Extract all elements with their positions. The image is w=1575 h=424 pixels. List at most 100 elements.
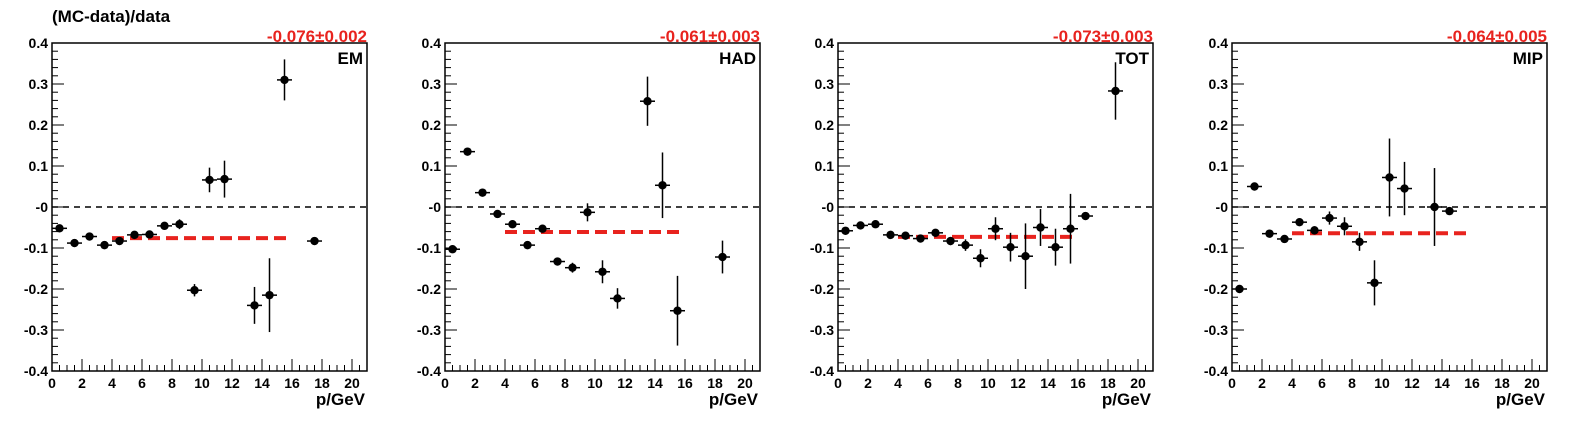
panel-1-data-point: [55, 224, 64, 233]
panel-2-data-point: [538, 224, 547, 233]
panel-3-x-tick-label: 0: [834, 375, 842, 391]
panel-3-y-tick-label: 0.2: [815, 117, 835, 133]
panel-3-x-tick-label: 12: [1010, 375, 1026, 391]
panel-3-data-point: [1036, 223, 1045, 232]
panel-4-data-point: [1370, 278, 1379, 288]
panel-4-x-tick-label: 4: [1288, 375, 1296, 391]
panel-2-data-point: [598, 267, 607, 276]
panel-4-x-tick-label: 6: [1318, 375, 1326, 391]
panel-1-data-point: [190, 286, 199, 295]
panel-2-x-tick-label: 16: [677, 375, 693, 391]
panel-3-fit-label: -0.073±0.003: [1053, 27, 1153, 46]
panel-3-y-tick-label: 0.3: [815, 76, 835, 92]
panel-3-y-tick-label: -0.4: [810, 363, 834, 379]
panel-1-y-tick-label: 0.3: [29, 76, 49, 92]
panel-3-x-tick-label: 4: [894, 375, 902, 391]
panel-4-data-point: [1265, 229, 1274, 238]
panel-1-data-point: [220, 174, 229, 184]
panel-2-data-point: [568, 263, 577, 272]
panel-4-data-point: [1430, 202, 1439, 212]
panel-1-x-tick-label: 20: [344, 375, 360, 391]
panel-2-x-tick-label: 18: [707, 375, 723, 391]
panel-2-x-axis-label: p/GeV: [709, 390, 759, 409]
panel-3-x-tick-label: 16: [1070, 375, 1086, 391]
panel-3-y-tick-label: -0.2: [810, 281, 834, 297]
panel-3-x-axis-label: p/GeV: [1102, 390, 1152, 409]
panel-1-x-tick-label: 4: [108, 375, 116, 391]
panel-2-y-tick-label: -0.1: [417, 240, 441, 256]
panel-3-data-point: [886, 230, 895, 240]
panel-3-x-tick-label: 10: [980, 375, 996, 391]
panel-4-data-point: [1385, 173, 1394, 182]
panel-3-data-point: [871, 220, 880, 229]
panel-3-y-tick-label: -0.1: [810, 240, 834, 256]
panel-4-y-tick-label: -0.1: [1204, 240, 1228, 256]
panel-1-data-point: [265, 290, 274, 300]
panel-2-data-point: [463, 147, 472, 156]
panel-3-data-point: [916, 234, 925, 243]
panel-1-x-tick-label: 10: [194, 375, 210, 391]
panel-2-x-tick-label: 4: [501, 375, 509, 391]
panel-1-data-point: [100, 240, 109, 250]
panel-3-x-tick-label: 2: [864, 375, 872, 391]
panel-1-x-tick-label: 8: [168, 375, 176, 391]
panel-4-panel-label: MIP: [1513, 49, 1543, 68]
panel-2-data-point: [658, 181, 667, 190]
panel-2-x-tick-label: 0: [441, 375, 449, 391]
panel-4-data-point: [1250, 182, 1259, 191]
panel-2-x-tick-label: 10: [587, 375, 603, 391]
panel-3-data-point: [1066, 224, 1075, 233]
panel-1-y-tick-label: -0.4: [24, 363, 48, 379]
panel-2-x-tick-label: 8: [561, 375, 569, 391]
panel-4-data-point: [1325, 213, 1334, 223]
panel-1-data-point: [115, 236, 124, 246]
panel-2-y-tick-label: -0.4: [417, 363, 441, 379]
panel-4-y-tick-label: 0.1: [1209, 158, 1229, 174]
panel-4-x-tick-label: 12: [1404, 375, 1420, 391]
panel-1-data-point: [130, 230, 139, 240]
panel-2-data-point: [718, 252, 727, 262]
panel-1-y-tick-label: -0.3: [24, 322, 48, 338]
panel-4-y-tick-label: -0.3: [1204, 322, 1228, 338]
panel-1-y-tick-label: 0.2: [29, 117, 49, 133]
panel-4-data-point: [1445, 206, 1454, 216]
panel-2-data-point: [553, 257, 562, 266]
panel-1-x-tick-label: 12: [224, 375, 240, 391]
panel-3-data-point: [1021, 252, 1030, 261]
panel-4-x-tick-label: 20: [1524, 375, 1540, 391]
panel-4-x-tick-label: 8: [1348, 375, 1356, 391]
panel-4-x-tick-label: 14: [1434, 375, 1450, 391]
panel-3-data-point: [1006, 242, 1015, 252]
panel-2-data-point: [508, 220, 517, 229]
panel-4-y-tick-label: -0: [1216, 199, 1229, 215]
panel-1-y-tick-label: -0.2: [24, 281, 48, 297]
panel-2-y-tick-label: 0.3: [422, 76, 442, 92]
panel-1-data-point: [70, 238, 79, 248]
panel-4-data-point: [1295, 217, 1304, 227]
panel-4-x-tick-label: 18: [1494, 375, 1510, 391]
panel-3-x-tick-label: 14: [1040, 375, 1056, 391]
panel-4-y-tick-label: -0.4: [1204, 363, 1228, 379]
panel-1-y-tick-label: -0: [36, 199, 49, 215]
panel-4-data-point: [1355, 237, 1364, 247]
panel-2-data-point: [493, 209, 502, 219]
panel-1-data-point: [85, 232, 94, 241]
panel-2-data-point: [673, 306, 682, 315]
panel-4-fit-label: -0.064±0.005: [1447, 27, 1547, 46]
panel-3-x-tick-label: 6: [924, 375, 932, 391]
panel-3-x-tick-label: 20: [1130, 375, 1146, 391]
panel-2-data-point: [448, 245, 457, 254]
panel-1-y-tick-label: 0.1: [29, 158, 49, 174]
panel-1-x-tick-label: 16: [284, 375, 300, 391]
panel-1-y-tick-label: 0.4: [29, 35, 49, 51]
panel-2-data-point: [478, 188, 487, 197]
panel-3-x-tick-label: 18: [1100, 375, 1116, 391]
panel-1-data-point: [250, 301, 259, 310]
panel-1-y-tick-label: -0.1: [24, 240, 48, 256]
panel-2-x-tick-label: 12: [617, 375, 633, 391]
panel-4-y-tick-label: 0.2: [1209, 117, 1229, 133]
panel-3-data-point: [946, 236, 955, 246]
panel-3-y-tick-label: -0: [822, 199, 835, 215]
panel-3-x-tick-label: 8: [954, 375, 962, 391]
panel-4-data-point: [1340, 222, 1349, 231]
